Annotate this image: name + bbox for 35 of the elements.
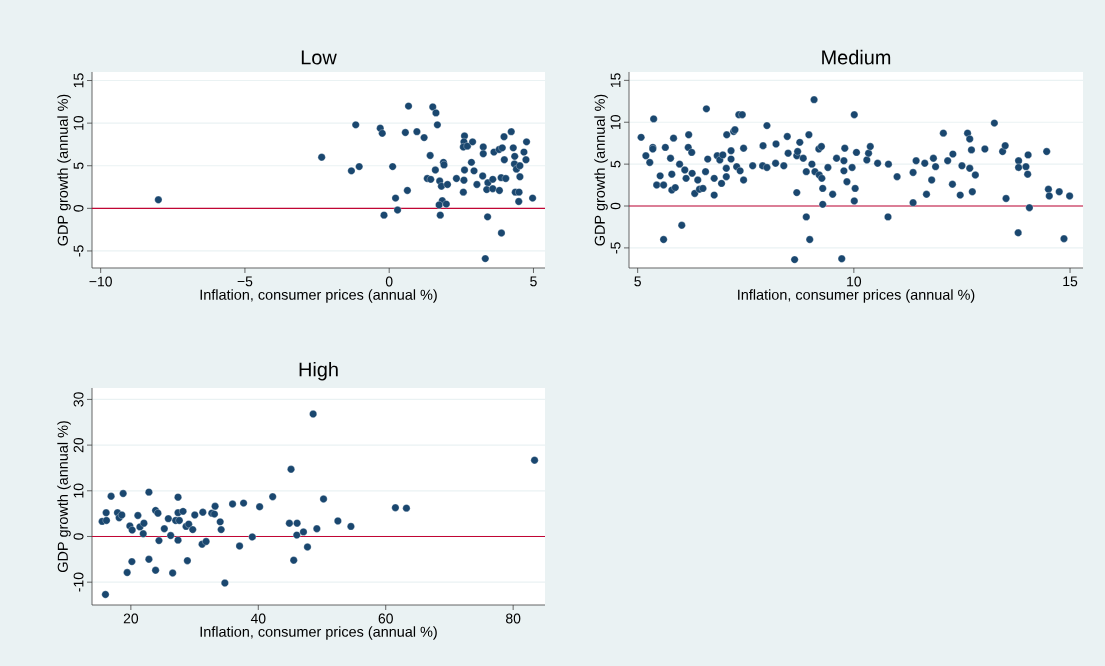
y-axis-title: GDP growth (annual %) — [594, 94, 608, 246]
x-tick-label: −10 — [89, 276, 112, 287]
x-axis-title: Inflation, consumer prices (annual %) — [738, 289, 975, 303]
y-tick-label: 5 — [73, 162, 84, 170]
y-tick-label: 5 — [610, 160, 621, 168]
y-tick-label: 0 — [610, 202, 621, 210]
chart-title: High — [299, 361, 338, 381]
y-tick-label: -5 — [610, 242, 621, 254]
x-tick-label: 5 — [634, 276, 641, 287]
x-tick-label: 40 — [250, 613, 266, 624]
x-axis-title: Inflation, consumer prices (annual %) — [200, 626, 437, 640]
y-tick-label: 10 — [610, 115, 621, 129]
x-tick-label: 60 — [378, 613, 393, 624]
x-axis-title: Inflation, consumer prices (annual %) — [200, 289, 437, 303]
y-tick-label: 10 — [73, 483, 84, 498]
y-tick-label: 20 — [73, 437, 84, 453]
chart-title: Low — [301, 50, 337, 65]
chart-title: Medium — [822, 49, 891, 65]
y-tick-label: -10 — [73, 572, 84, 592]
y-tick-label: 30 — [73, 392, 84, 407]
x-tick-label: 10 — [847, 276, 862, 287]
y-tick-label: 0 — [73, 533, 84, 540]
y-tick-label: -5 — [73, 245, 84, 257]
y-axis-title: GDP growth (annual %) — [57, 94, 71, 246]
x-tick-label: 15 — [1063, 276, 1078, 287]
x-tick-label: 20 — [123, 613, 139, 624]
y-tick-label: 15 — [610, 73, 621, 88]
x-tick-label: 0 — [385, 276, 393, 287]
x-tick-label: 5 — [530, 276, 537, 287]
y-axis-title: GDP growth (annual %) — [57, 421, 71, 573]
y-tick-label: 0 — [73, 205, 84, 212]
x-tick-label: 80 — [506, 613, 521, 624]
x-tick-label: −5 — [237, 276, 253, 287]
y-tick-label: 15 — [73, 73, 84, 88]
y-tick-label: 10 — [73, 115, 84, 130]
